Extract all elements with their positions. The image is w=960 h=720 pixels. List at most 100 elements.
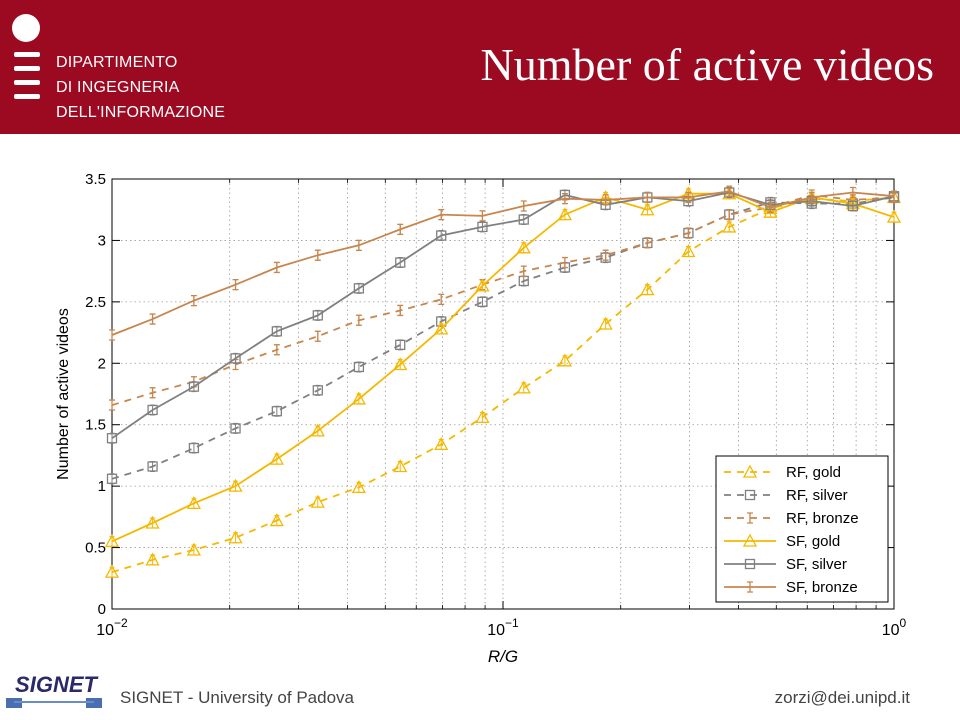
footer-affiliation: SIGNET - University of Padova: [120, 688, 354, 707]
errorbar-marker: [479, 210, 486, 222]
y-tick-label: 2.5: [85, 294, 106, 311]
triangle-marker: [186, 542, 202, 556]
y-tick-label: 0.5: [85, 540, 106, 557]
square-marker: [477, 296, 488, 308]
legend-label: SF, gold: [786, 533, 840, 550]
square-marker: [353, 361, 365, 373]
y-tick-label: 3.5: [85, 171, 106, 188]
series-line: [111, 192, 895, 543]
errorbar-marker: [685, 227, 692, 239]
y-tick-label: 2: [98, 355, 106, 372]
triangle-marker: [516, 240, 531, 254]
triangle-marker: [145, 552, 160, 566]
square-marker: [436, 230, 447, 241]
triangle-marker: [228, 530, 243, 544]
triangle-marker: [598, 316, 613, 330]
errorbar-marker: [747, 581, 753, 593]
slide-header: DIPARTIMENTO DI INGEGNERIA DELL'INFORMAZ…: [0, 0, 960, 134]
errorbar-marker: [273, 344, 280, 356]
errorbar-marker: [602, 249, 609, 261]
dei-logo-bars-icon: [14, 52, 40, 108]
triangle-marker: [886, 209, 902, 223]
errorbar-marker: [561, 256, 568, 269]
square-marker: [188, 381, 200, 392]
errorbar-marker: [355, 239, 362, 251]
triangle-marker: [475, 278, 490, 292]
department-line-1: DIPARTIMENTO: [56, 54, 178, 71]
triangle-marker: [310, 423, 325, 437]
errorbar-marker: [149, 387, 156, 399]
square-marker: [230, 353, 241, 364]
errorbar-marker: [232, 279, 239, 291]
errorbar-marker: [808, 191, 815, 204]
errorbar-marker: [726, 185, 733, 197]
triangle-marker: [310, 494, 325, 508]
errorbar-marker: [561, 193, 568, 205]
errorbar-marker: [849, 186, 856, 199]
triangle-marker: [742, 533, 758, 547]
x-axis-label: R/G: [488, 647, 518, 666]
errorbar-marker: [520, 200, 527, 212]
square-marker: [847, 200, 859, 212]
y-axis-label: Number of active videos: [55, 308, 72, 480]
errorbar-marker: [685, 191, 692, 204]
errorbar-marker: [891, 190, 897, 202]
square-marker: [188, 442, 200, 454]
square-marker: [518, 214, 529, 225]
x-tick-label: 10−1: [487, 616, 519, 639]
legend-label: SF, silver: [786, 556, 847, 573]
y-tick-label: 1: [98, 478, 106, 495]
errorbar-marker: [190, 294, 197, 307]
errorbar-marker: [397, 223, 404, 236]
triangle-marker: [269, 513, 284, 527]
square-marker: [106, 433, 118, 444]
square-marker: [353, 283, 365, 294]
errorbar-marker: [602, 194, 609, 206]
triangle-marker: [351, 480, 366, 494]
triangle-marker: [640, 282, 655, 296]
legend-box: [715, 455, 889, 603]
chart-svg: 10−2 10−1 100 0 0.5 1 1.5 2 2.5 3 3.5 Number of ac…: [55, 171, 907, 666]
square-marker: [147, 461, 158, 472]
errorbar-marker: [767, 201, 774, 213]
errorbar-marker: [397, 304, 404, 317]
errorbar-marker: [109, 399, 115, 411]
square-marker: [271, 406, 282, 417]
legend-label: RF, silver: [786, 487, 848, 504]
footer-email: zorzi@dei.unipd.it: [774, 688, 910, 707]
dei-logo-circle-icon: [12, 14, 40, 42]
square-marker: [312, 310, 323, 321]
triangle-marker: [742, 464, 758, 478]
triangle-marker: [351, 391, 366, 405]
square-marker: [744, 489, 756, 501]
chart-legend: RF, gold RF, silver RF, bronze SF, gold SF, …: [715, 455, 889, 603]
triangle-marker: [104, 564, 120, 578]
triangle-marker: [393, 357, 408, 371]
square-marker: [395, 257, 406, 268]
errorbar-marker: [438, 293, 445, 306]
department-line-2: DI INGEGNERIA: [56, 79, 180, 96]
department-name: DIPARTIMENTO DI INGEGNERIA DELL'INFORMAZ…: [56, 50, 225, 125]
triangle-marker: [269, 451, 284, 465]
square-marker: [744, 558, 756, 570]
triangle-marker: [104, 534, 120, 548]
legend-label: SF, bronze: [786, 579, 858, 596]
x-tick-label: 100: [882, 616, 907, 639]
errorbar-marker: [314, 330, 321, 342]
triangle-marker: [516, 380, 531, 394]
triangle-marker: [393, 459, 408, 473]
triangle-marker: [640, 202, 655, 216]
chart-ticks: 10−2 10−1 100 0 0.5 1 1.5 2 2.5 3 3.5: [85, 171, 906, 639]
signet-logo: SIGNET: [6, 672, 102, 708]
y-tick-label: 0: [98, 601, 106, 618]
slide-title: Number of active videos: [480, 39, 934, 90]
triangle-marker: [434, 437, 449, 451]
triangle-marker: [475, 409, 490, 423]
triangle-marker: [186, 495, 202, 509]
series-sf-bronze: [109, 185, 897, 341]
department-line-3: DELL'INFORMAZIONE: [56, 104, 226, 121]
triangle-marker: [681, 244, 696, 258]
line-chart: 10−2 10−1 100 0 0.5 1 1.5 2 2.5 3 3.5 Number of ac…: [40, 160, 920, 670]
errorbar-marker: [355, 314, 362, 326]
series-line: [111, 196, 895, 480]
